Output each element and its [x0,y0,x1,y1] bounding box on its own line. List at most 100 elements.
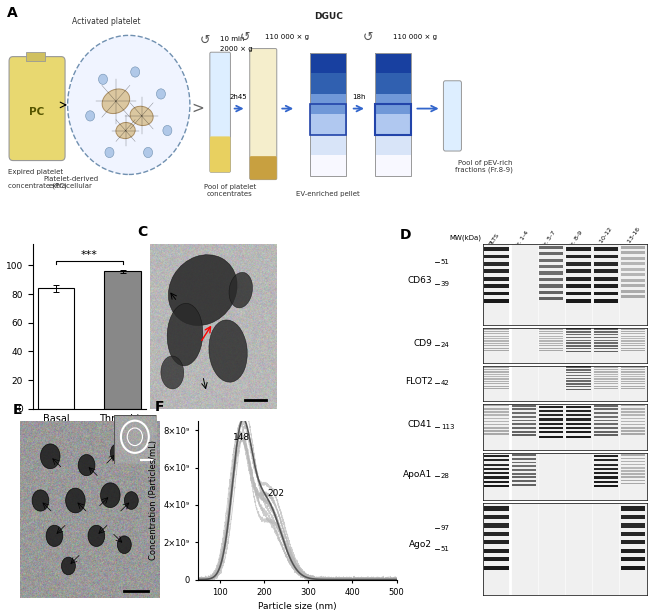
Bar [621,257,645,260]
Bar [621,279,645,282]
Bar [593,388,618,389]
Text: concentrate (PC): concentrate (PC) [8,182,66,189]
Bar [621,464,645,465]
Bar [484,451,509,453]
Bar [593,376,618,378]
Bar [621,470,645,472]
Bar [593,416,618,418]
Bar [374,156,411,176]
Bar [593,378,618,379]
Circle shape [124,492,138,509]
Bar [484,376,509,378]
Bar [593,262,618,266]
Bar [539,333,564,334]
Bar [566,369,591,371]
Circle shape [157,89,166,99]
Bar [621,371,645,373]
Text: PLTS: PLTS [489,232,500,246]
Bar [484,270,509,273]
Text: A: A [6,6,18,20]
Bar [310,94,346,115]
FancyBboxPatch shape [9,57,65,160]
Text: 2000 × g: 2000 × g [220,46,253,52]
Bar [593,351,618,352]
Bar [310,53,346,176]
Bar [512,404,536,407]
Bar [484,350,509,351]
Text: Fr. 13-16: Fr. 13-16 [621,227,641,252]
Bar [512,465,536,467]
Bar [593,367,618,368]
Bar [566,299,591,303]
Bar [512,476,536,478]
Bar [484,468,509,470]
Bar [484,247,509,251]
Bar [566,401,591,403]
X-axis label: Particle size (nm): Particle size (nm) [258,603,337,610]
Bar [512,450,536,452]
Bar [593,464,618,466]
Bar [484,338,509,339]
Bar [593,371,618,373]
Bar [621,532,645,536]
Bar [566,348,591,350]
Bar [621,414,645,416]
Bar [566,418,591,420]
Bar [621,565,645,570]
Bar [566,232,591,236]
Bar [593,472,618,475]
Bar [512,412,536,414]
Bar [539,252,564,256]
Bar [484,277,509,281]
Bar [566,389,591,390]
Bar [512,480,536,482]
Text: ↺: ↺ [363,31,374,45]
Ellipse shape [161,356,184,389]
Bar [621,340,645,342]
Bar [484,369,509,370]
Bar [621,454,645,456]
Bar [484,378,509,379]
Bar [484,472,509,475]
Circle shape [32,490,49,511]
Text: PC: PC [29,107,45,117]
Bar [621,479,645,481]
Text: D: D [400,228,411,242]
Bar [566,292,591,295]
Bar [539,239,564,242]
Bar [539,271,564,274]
Circle shape [131,67,140,77]
Bar [539,284,564,287]
Bar [105,271,141,409]
Bar [539,401,564,403]
Bar [593,299,618,303]
Bar [484,427,509,429]
Bar [539,259,564,262]
Text: ↺: ↺ [200,34,210,47]
Bar [621,549,645,553]
Circle shape [61,557,75,575]
Text: 2h45: 2h45 [230,94,248,100]
Bar [484,424,509,425]
Bar [621,473,645,475]
Bar [566,372,591,373]
Bar [593,401,618,403]
Bar [539,406,564,407]
Bar [484,565,509,570]
Bar [484,459,509,462]
Bar [566,270,591,273]
Bar [566,410,591,412]
Bar [374,104,411,135]
Bar [621,350,645,351]
Bar [539,431,564,433]
Bar [512,420,536,422]
Bar [484,340,509,342]
Bar [593,481,618,483]
Bar [374,53,411,73]
Ellipse shape [116,123,135,138]
Bar [484,299,509,303]
Circle shape [66,488,85,513]
Bar [566,262,591,266]
Bar [539,331,564,332]
Bar [484,292,509,295]
